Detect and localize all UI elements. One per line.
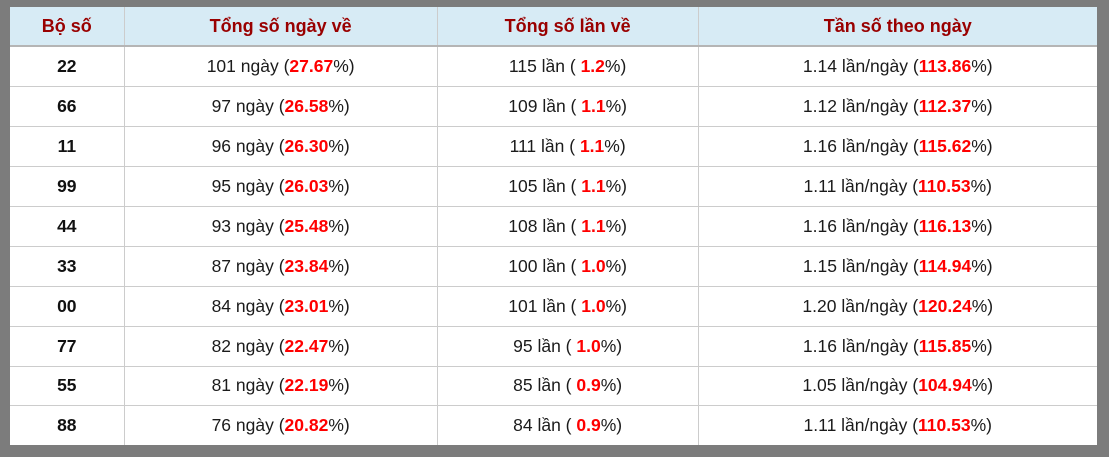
statistics-table-container: Bộ số Tổng số ngày về Tổng số lần về Tần… bbox=[10, 7, 1097, 445]
header-cell-days: Tổng số ngày về bbox=[123, 7, 438, 47]
freq-cell: 1.05 lần/ngày (104.94%) bbox=[697, 365, 1097, 406]
lottery-pair-statistics-table: Bộ số Tổng số ngày về Tổng số lần về Tần… bbox=[10, 7, 1097, 445]
pair-cell: 22 bbox=[10, 46, 125, 87]
table-row: 11 96 ngày (26.30%) 111 lần ( 1.1%) 1.16 lầ… bbox=[10, 126, 1097, 167]
table-body: 22 101 ngày (27.67%) 115 lần ( 1.2%) 1.14 l… bbox=[10, 46, 1097, 445]
times-cell: 101 lần ( 1.0%) bbox=[436, 285, 699, 327]
days-cell: 95 ngày (26.03%) bbox=[123, 166, 438, 207]
pair-cell: 55 bbox=[10, 365, 125, 406]
pair-cell: 77 bbox=[10, 325, 125, 367]
table-row: 88 76 ngày (20.82%) 84 lần ( 0.9%) 1.11 lần… bbox=[10, 405, 1097, 445]
times-cell: 84 lần ( 0.9%) bbox=[436, 405, 699, 445]
pair-cell: 11 bbox=[10, 126, 125, 167]
table-row: 00 84 ngày (23.01%) 101 lần ( 1.0%) 1.20 lầ… bbox=[10, 285, 1097, 327]
freq-cell: 1.11 lần/ngày (110.53%) bbox=[697, 166, 1097, 207]
times-cell: 108 lần ( 1.1%) bbox=[436, 205, 699, 247]
times-cell: 105 lần ( 1.1%) bbox=[436, 166, 699, 207]
times-cell: 109 lần ( 1.1%) bbox=[436, 86, 699, 127]
table-header-row: Bộ số Tổng số ngày về Tổng số lần về Tần… bbox=[10, 7, 1097, 47]
table-row: 44 93 ngày (25.48%) 108 lần ( 1.1%) 1.16 lầ… bbox=[10, 205, 1097, 247]
days-cell: 96 ngày (26.30%) bbox=[123, 126, 438, 167]
freq-cell: 1.16 lần/ngày (115.62%) bbox=[697, 126, 1097, 167]
times-cell: 95 lần ( 1.0%) bbox=[436, 325, 699, 367]
freq-cell: 1.20 lần/ngày (120.24%) bbox=[697, 285, 1097, 327]
pair-cell: 44 bbox=[10, 205, 125, 247]
days-cell: 82 ngày (22.47%) bbox=[123, 325, 438, 367]
header-cell-pair: Bộ số bbox=[10, 7, 125, 47]
pair-cell: 00 bbox=[10, 285, 125, 327]
times-cell: 115 lần ( 1.2%) bbox=[436, 46, 699, 87]
days-cell: 81 ngày (22.19%) bbox=[123, 365, 438, 406]
times-cell: 100 lần ( 1.0%) bbox=[436, 245, 699, 287]
table-row: 99 95 ngày (26.03%) 105 lần ( 1.1%) 1.11 lầ… bbox=[10, 166, 1097, 207]
times-cell: 85 lần ( 0.9%) bbox=[436, 365, 699, 406]
header-cell-freq: Tần số theo ngày bbox=[697, 7, 1097, 47]
freq-cell: 1.15 lần/ngày (114.94%) bbox=[697, 245, 1097, 287]
days-cell: 101 ngày (27.67%) bbox=[123, 46, 438, 87]
days-cell: 87 ngày (23.84%) bbox=[123, 245, 438, 287]
days-cell: 84 ngày (23.01%) bbox=[123, 285, 438, 327]
freq-cell: 1.14 lần/ngày (113.86%) bbox=[697, 46, 1097, 87]
freq-cell: 1.11 lần/ngày (110.53%) bbox=[697, 405, 1097, 445]
times-cell: 111 lần ( 1.1%) bbox=[436, 126, 699, 167]
freq-cell: 1.16 lần/ngày (116.13%) bbox=[697, 205, 1097, 247]
days-cell: 97 ngày (26.58%) bbox=[123, 86, 438, 127]
table-row: 22 101 ngày (27.67%) 115 lần ( 1.2%) 1.14 l… bbox=[10, 46, 1097, 87]
freq-cell: 1.16 lần/ngày (115.85%) bbox=[697, 325, 1097, 367]
table-row: 33 87 ngày (23.84%) 100 lần ( 1.0%) 1.15 lầ… bbox=[10, 245, 1097, 287]
table-row: 77 82 ngày (22.47%) 95 lần ( 1.0%) 1.16 lần… bbox=[10, 325, 1097, 367]
freq-cell: 1.12 lần/ngày (112.37%) bbox=[697, 86, 1097, 127]
header-cell-times: Tổng số lần về bbox=[436, 7, 699, 47]
pair-cell: 33 bbox=[10, 245, 125, 287]
table-row: 66 97 ngày (26.58%) 109 lần ( 1.1%) 1.12 lầ… bbox=[10, 86, 1097, 127]
table-row: 55 81 ngày (22.19%) 85 lần ( 0.9%) 1.05 lần… bbox=[10, 365, 1097, 406]
pair-cell: 66 bbox=[10, 86, 125, 127]
pair-cell: 88 bbox=[10, 405, 125, 445]
table-header: Bộ số Tổng số ngày về Tổng số lần về Tần… bbox=[10, 7, 1097, 47]
days-cell: 93 ngày (25.48%) bbox=[123, 205, 438, 247]
days-cell: 76 ngày (20.82%) bbox=[123, 405, 438, 445]
pair-cell: 99 bbox=[10, 166, 125, 207]
